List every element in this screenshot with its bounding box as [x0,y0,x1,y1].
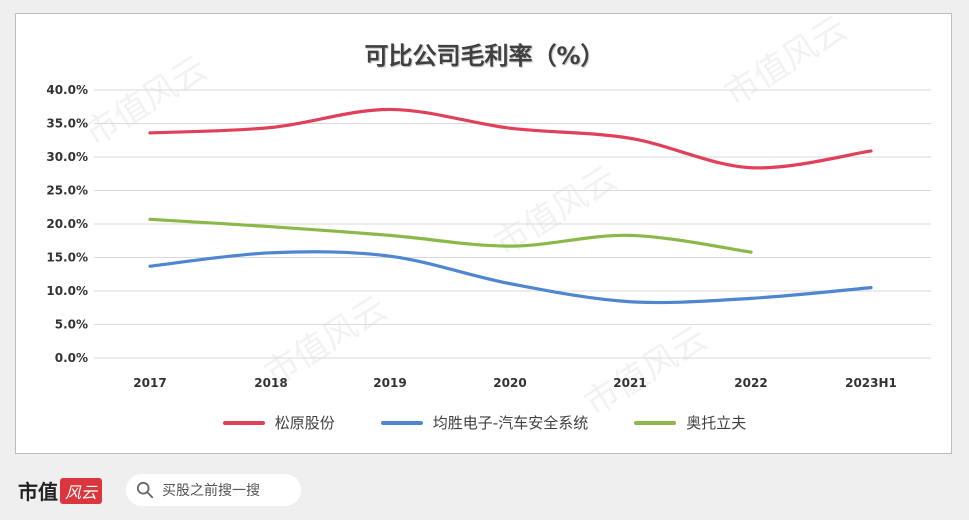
legend-label: 奥托立夫 [686,414,747,432]
legend-label: 松原股份 [274,414,335,432]
x-tick-label: 2019 [373,376,406,390]
x-tick-label: 2017 [133,376,166,390]
y-tick-label: 40.0% [46,83,88,97]
legend-item: 松原股份 [222,412,335,433]
legend-item: 均胜电子-汽车安全系统 [380,412,589,433]
chart-card: 市值风云 市值风云 市值风云 市值风云 市值风云 可比公司毛利率（%） 0.0%… [15,8,953,454]
footer: 市值 风云 买股之前搜一搜 [0,466,969,520]
x-tick-label: 2021 [613,376,646,390]
y-tick-label: 0.0% [55,351,88,365]
brand-badge: 风云 [60,477,103,504]
brand-name: 市值 [18,480,58,504]
x-tick-label: 2022 [734,376,767,390]
series-line [148,107,873,170]
search-bar[interactable]: 买股之前搜一搜 [126,474,301,506]
y-tick-label: 10.0% [46,284,88,298]
x-tick-label: 2020 [493,376,526,390]
y-tick-label: 35.0% [46,117,88,131]
legend-swatch [634,420,677,425]
x-tick-label: 2018 [254,376,287,390]
search-placeholder: 买股之前搜一搜 [162,483,260,499]
y-tick-label: 25.0% [46,184,88,198]
chart-title: 可比公司毛利率（%） [364,42,605,70]
legend: 松原股份 均胜电子-汽车安全系统 奥托立夫 [16,412,953,433]
brand-logo[interactable]: 市值 风云 [18,476,103,505]
y-tick-label: 15.0% [46,251,88,265]
legend-swatch [222,420,265,425]
search-icon [136,481,154,499]
x-tick-label: 2023H1 [845,376,897,390]
line-chart: 0.0% 5.0% 10.0% 15.0% 20.0% 25.0% 30.0% 35.0% 40… [46,83,931,390]
y-tick-label: 5.0% [55,318,88,332]
y-tick-label: 20.0% [46,217,88,231]
y-tick-label: 30.0% [46,150,88,164]
legend-item: 奥托立夫 [634,412,746,433]
legend-label: 均胜电子-汽车安全系统 [432,414,589,432]
series-line [148,217,753,254]
series-line [148,250,873,305]
legend-swatch [380,420,423,425]
